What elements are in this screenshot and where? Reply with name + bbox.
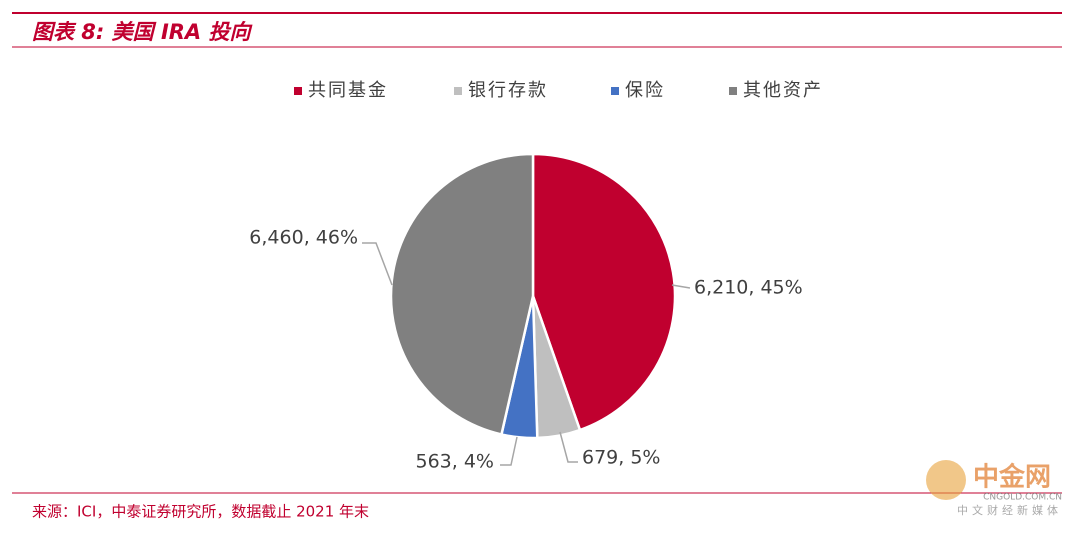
leader-line — [500, 436, 518, 466]
leader-line — [671, 284, 691, 289]
legend-swatch — [611, 87, 619, 95]
data-label: 679, 5% — [582, 447, 661, 469]
watermark-tagline: 中文财经新媒体 — [957, 503, 1062, 517]
legend-label: 其他资产 — [743, 80, 823, 101]
watermark-logo: 中金网 — [973, 462, 1051, 493]
legend-swatch — [454, 87, 462, 95]
legend-label: 共同基金 — [308, 80, 388, 101]
legend-label: 保险 — [625, 80, 665, 101]
legend-swatch — [729, 87, 737, 95]
chart-title: 图表 8: 美国 IRA 投向 — [32, 20, 253, 44]
watermark-url: CNGOLD.COM.CN — [983, 493, 1062, 503]
source: 来源：ICI，中泰证券研究所，数据截止 2021 年末 — [32, 503, 369, 521]
data-label: 6,460, 46% — [249, 227, 358, 249]
data-label: 563, 4% — [416, 451, 495, 473]
watermark-icon — [926, 460, 966, 500]
data-label: 6,210, 45% — [694, 277, 803, 299]
legend-label: 银行存款 — [468, 80, 548, 101]
leader-line — [559, 431, 578, 463]
legend-swatch — [294, 87, 302, 95]
pie-slice — [531, 152, 677, 432]
pie-slice — [389, 152, 535, 436]
leader-line — [362, 242, 393, 286]
